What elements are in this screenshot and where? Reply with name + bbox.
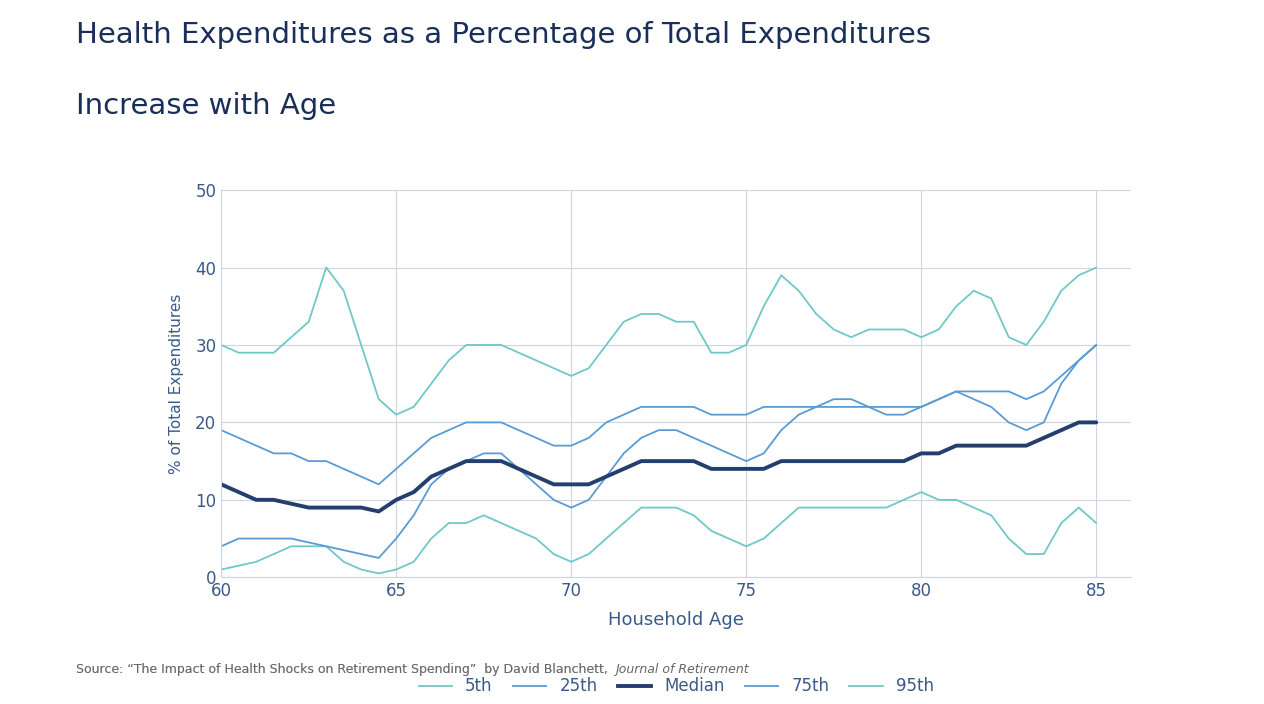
Text: Health Expenditures as a Percentage of Total Expenditures: Health Expenditures as a Percentage of T… (76, 21, 930, 49)
Text: Source: “The Impact of Health Shocks on Retirement Spending”  by David Blanchett: Source: “The Impact of Health Shocks on … (76, 663, 612, 676)
X-axis label: Household Age: Household Age (608, 611, 744, 629)
Text: Journal of Retirement: Journal of Retirement (614, 663, 748, 676)
Text: Source: “The Impact of Health Shocks on Retirement Spending”  by David Blanchett: Source: “The Impact of Health Shocks on … (76, 663, 612, 676)
Text: Increase with Age: Increase with Age (76, 92, 336, 120)
Text: Source: “The Impact of Health Shocks on Retirement Spending”  by David Blanchett: Source: “The Impact of Health Shocks on … (76, 663, 612, 676)
Legend: 5th, 25th, Median, 75th, 95th: 5th, 25th, Median, 75th, 95th (412, 671, 940, 702)
Y-axis label: % of Total Expenditures: % of Total Expenditures (169, 294, 185, 474)
